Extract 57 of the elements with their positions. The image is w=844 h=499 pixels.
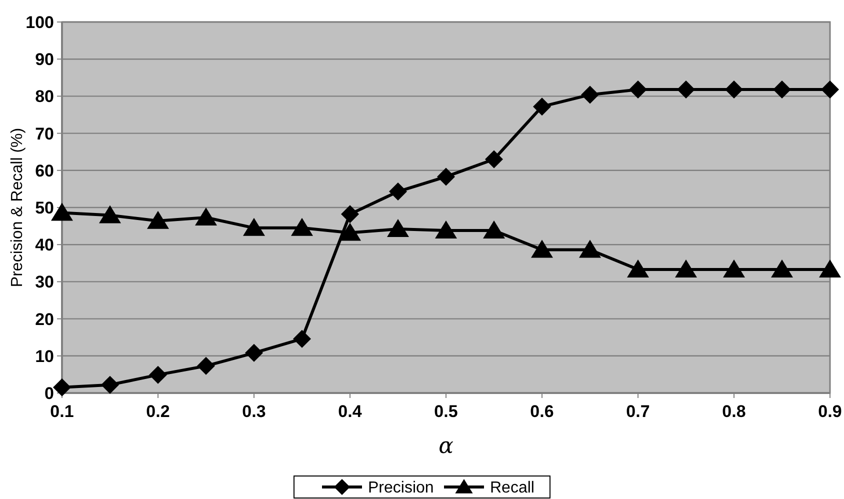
point [245, 344, 263, 362]
point [53, 378, 71, 396]
x-axis-title: α [438, 434, 454, 459]
point [819, 259, 841, 278]
x-tick-label: 0.6 [530, 402, 554, 421]
x-tick-label: 0.2 [146, 402, 170, 421]
point [485, 150, 503, 168]
point [147, 210, 169, 229]
point [629, 80, 647, 99]
y-tick-label: 20 [35, 310, 54, 329]
x-tick-label: 0.8 [722, 402, 746, 421]
point [387, 219, 409, 238]
point [291, 218, 313, 236]
point [627, 259, 649, 278]
point [437, 168, 455, 186]
y-axis-title: Precision & Recall (%) [9, 128, 26, 288]
point [771, 259, 793, 278]
y-tick-label: 30 [35, 272, 54, 292]
point [197, 356, 215, 375]
point [723, 259, 745, 278]
y-tick-label: 90 [35, 50, 54, 70]
x-tick-label: 0.4 [338, 402, 362, 421]
point [243, 218, 265, 236]
x-tick-label: 0.9 [818, 402, 842, 421]
point [339, 222, 361, 241]
point [773, 80, 791, 99]
point [677, 80, 695, 99]
y-tick-label: 10 [35, 346, 54, 366]
x-tick-label: 0.3 [242, 402, 266, 421]
point [675, 259, 697, 278]
point [435, 220, 457, 238]
y-tick-label: 70 [35, 124, 54, 144]
point [533, 98, 551, 116]
legend-label: Precision [368, 480, 434, 497]
point [483, 220, 505, 238]
point [579, 240, 601, 258]
point [581, 86, 599, 104]
point [99, 205, 121, 224]
y-tick-label: 60 [35, 161, 54, 180]
x-tick-label: 0.7 [626, 402, 650, 421]
point [293, 330, 311, 348]
y-tick-label: 40 [35, 236, 54, 255]
y-tick-label: 0 [44, 384, 54, 403]
x-tick-label: 0.1 [50, 402, 74, 421]
point [149, 366, 167, 384]
y-tick-label: 80 [35, 87, 54, 106]
point [101, 376, 119, 394]
point [821, 80, 839, 99]
point [195, 208, 217, 226]
point [531, 240, 553, 258]
x-tick-label: 0.5 [434, 402, 458, 421]
y-tick-label: 50 [35, 198, 54, 218]
point [341, 205, 359, 224]
legend-label: Recall [490, 480, 534, 497]
y-tick-label: 100 [26, 12, 54, 32]
point [389, 182, 407, 201]
point [725, 80, 743, 99]
